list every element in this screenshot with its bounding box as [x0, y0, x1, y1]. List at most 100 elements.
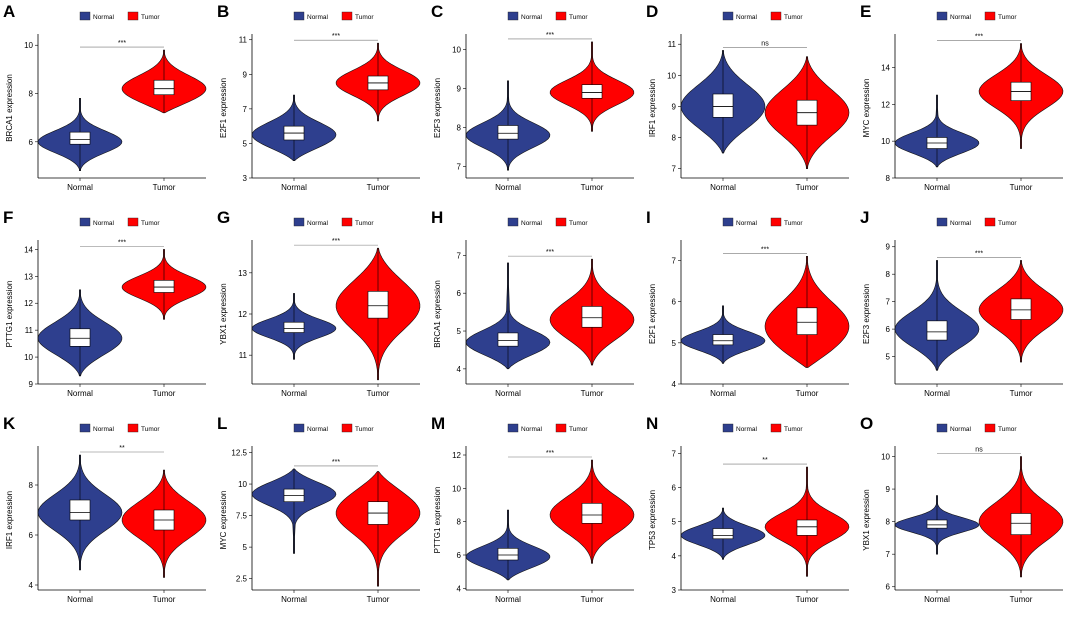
violin-chart: J Normal Tumor 5 6 7 8 9 E2F3 expression Normal Tu…	[860, 208, 1064, 398]
legend-swatch-tumor	[341, 423, 353, 433]
y-tick-label: 9	[457, 85, 462, 94]
y-axis-title: IRF1 expression	[5, 491, 14, 549]
y-tick-label: 12	[24, 299, 33, 308]
violin-chart: H Normal Tumor 4 5 6 7 BRCA1 expression Normal Tu…	[431, 208, 635, 398]
legend: Normal Tumor	[507, 217, 588, 227]
panel-label: K	[3, 414, 16, 433]
legend-swatch-normal	[936, 217, 948, 227]
legend-label-tumor: Tumor	[141, 426, 160, 433]
y-axis-title: YBX1 expression	[862, 489, 871, 550]
x-tick-label: Tumor	[1010, 183, 1033, 192]
x-tick-label: Normal	[281, 183, 307, 192]
box-normal	[712, 334, 734, 346]
box-tumor	[153, 79, 175, 96]
legend: Normal Tumor	[722, 11, 803, 21]
x-tick-label: Normal	[710, 389, 736, 398]
legend-swatch-normal	[293, 217, 305, 227]
legend-swatch-tumor	[984, 217, 996, 227]
legend-label-normal: Normal	[950, 426, 972, 433]
legend-label-tumor: Tumor	[784, 14, 803, 21]
box-normal	[497, 125, 519, 140]
legend: Normal Tumor	[293, 423, 374, 433]
x-tick-label: Tumor	[581, 595, 604, 604]
significance-label: ***	[546, 32, 554, 39]
box-tumor	[1010, 513, 1032, 535]
legend-label-normal: Normal	[521, 220, 543, 227]
y-tick-label: 10	[667, 71, 676, 80]
panel-o: O Normal Tumor 6 7 8 9 10 YBX1 expression Normal T…	[857, 412, 1071, 618]
legend-label-normal: Normal	[93, 220, 115, 227]
y-tick-label: 2.5	[236, 575, 248, 584]
y-axis-title: BRCA1 expression	[5, 74, 14, 142]
violin-chart: B Normal Tumor 3 5 7 9 11 E2F1 expression Normal T…	[217, 2, 421, 192]
legend-swatch-normal	[79, 423, 91, 433]
y-tick-label: 9	[886, 243, 891, 252]
panel-label: D	[646, 2, 658, 21]
y-tick-label: 14	[24, 245, 33, 254]
box-tumor	[581, 306, 603, 328]
legend-label-normal: Normal	[307, 14, 329, 21]
x-tick-label: Normal	[924, 389, 950, 398]
panel-label: L	[217, 414, 227, 433]
y-axis-title: PTTG1 expression	[433, 487, 442, 554]
legend-swatch-normal	[722, 217, 734, 227]
legend-label-tumor: Tumor	[141, 220, 160, 227]
y-axis-title: E2F3 expression	[433, 78, 442, 138]
x-tick-label: Normal	[67, 389, 93, 398]
x-tick-label: Normal	[495, 595, 521, 604]
y-tick-label: 11	[239, 351, 248, 360]
legend-label-tumor: Tumor	[569, 220, 588, 227]
panel-label: N	[646, 414, 658, 433]
y-tick-label: 10	[24, 41, 33, 50]
box-tumor	[581, 503, 603, 524]
y-tick-label: 6	[672, 484, 677, 493]
legend-label-normal: Normal	[93, 426, 115, 433]
x-tick-label: Normal	[495, 389, 521, 398]
x-tick-label: Tumor	[581, 389, 604, 398]
legend-swatch-normal	[936, 11, 948, 21]
panel-e: E Normal Tumor 8 10 12 14 MYC expression Normal T…	[857, 0, 1071, 206]
box-tumor	[153, 280, 175, 293]
panel-i: I Normal Tumor 4 5 6 7 E2F1 expression Normal Tum…	[643, 206, 857, 412]
legend-label-normal: Normal	[950, 220, 972, 227]
box-normal	[712, 528, 734, 540]
x-tick-label: Normal	[710, 183, 736, 192]
legend-swatch-tumor	[341, 217, 353, 227]
x-tick-label: Normal	[281, 389, 307, 398]
panel-c: C Normal Tumor 7 8 9 10 E2F3 expression Normal Tu…	[428, 0, 642, 206]
y-tick-label: 7	[457, 162, 462, 171]
x-tick-label: Tumor	[367, 183, 390, 192]
y-tick-label: 8	[457, 123, 462, 132]
y-tick-label: 11	[239, 36, 248, 45]
violin-chart: O Normal Tumor 6 7 8 9 10 YBX1 expression Normal T…	[860, 414, 1064, 604]
y-axis-title: E2F1 expression	[648, 284, 657, 344]
y-tick-label: 5	[243, 543, 248, 552]
box-normal	[497, 332, 519, 347]
x-tick-label: Tumor	[367, 389, 390, 398]
x-tick-label: Normal	[495, 183, 521, 192]
y-tick-label: 8	[886, 270, 891, 279]
violin-chart: D Normal Tumor 7 8 9 10 11 IRF1 expression Normal…	[646, 2, 850, 192]
legend-swatch-normal	[293, 11, 305, 21]
legend: Normal Tumor	[293, 11, 374, 21]
y-tick-label: 9	[886, 485, 891, 494]
panel-n: N Normal Tumor 3 4 5 6 7 TP53 expression Normal Tu…	[643, 412, 857, 618]
y-tick-label: 6	[29, 138, 34, 147]
legend-label-tumor: Tumor	[998, 220, 1017, 227]
legend: Normal Tumor	[79, 217, 160, 227]
significance-label: **	[762, 457, 768, 464]
panel-m: M Normal Tumor 4 6 8 10 12 PTTG1 expression Norma…	[428, 412, 642, 618]
violin-chart: A Normal Tumor 6 8 10 BRCA1 expression Normal Tu…	[3, 2, 207, 192]
legend-swatch-tumor	[770, 11, 782, 21]
box-normal	[497, 548, 519, 561]
y-tick-label: 6	[886, 583, 891, 592]
panel-label: A	[3, 2, 15, 21]
y-tick-label: 8	[672, 134, 677, 143]
legend-label-normal: Normal	[93, 14, 115, 21]
x-tick-label: Tumor	[153, 595, 176, 604]
panel-label: J	[860, 208, 869, 227]
legend-label-tumor: Tumor	[998, 14, 1017, 21]
panel-label: M	[431, 414, 445, 433]
legend-swatch-normal	[79, 11, 91, 21]
